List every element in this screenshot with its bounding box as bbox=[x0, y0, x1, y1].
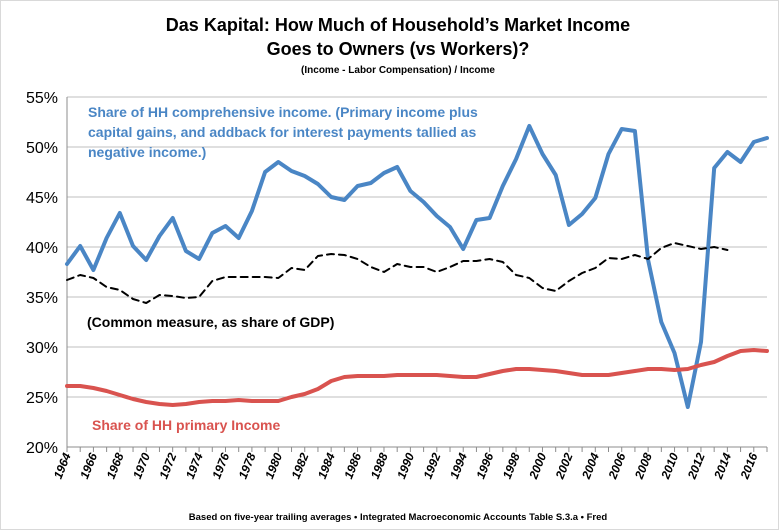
series-lines bbox=[65, 124, 769, 409]
series-annotations: Share of HH comprehensive income. (Prima… bbox=[87, 104, 478, 433]
series-line-1 bbox=[65, 124, 769, 409]
chart-subtitle: (Income - Labor Compensation) / Income bbox=[301, 65, 495, 76]
y-tick-label: 40% bbox=[26, 240, 58, 257]
annotation-2-line: (Common measure, as share of GDP) bbox=[87, 314, 334, 330]
chart-footnote: Based on five-year trailing averages • I… bbox=[189, 512, 608, 523]
y-axis-ticks: 20% 25% 30% 35% 40% 45% 50% 55% bbox=[26, 90, 58, 457]
annotation-1-line: Share of HH comprehensive income. (Prima… bbox=[88, 104, 478, 120]
chart-title-line-1: Das Kapital: How Much of Household’s Mar… bbox=[166, 15, 630, 35]
y-tick-label: 25% bbox=[26, 390, 58, 407]
series-line-3 bbox=[65, 348, 769, 407]
y-tick-label: 45% bbox=[26, 190, 58, 207]
annotation-1-line: capital gains, and addback for interest … bbox=[88, 124, 476, 140]
y-tick-label: 55% bbox=[26, 90, 58, 107]
y-tick-label: 35% bbox=[26, 290, 58, 307]
series-line-2 bbox=[66, 242, 729, 304]
chart-title-line-2: Goes to Owners (vs Workers)? bbox=[267, 39, 530, 59]
annotation-1-line: negative income.) bbox=[88, 144, 206, 160]
y-tick-label: 20% bbox=[26, 440, 58, 457]
y-tick-label: 30% bbox=[26, 340, 58, 357]
y-tick-label: 50% bbox=[26, 140, 58, 157]
annotation-3-line: Share of HH primary Income bbox=[92, 417, 280, 433]
